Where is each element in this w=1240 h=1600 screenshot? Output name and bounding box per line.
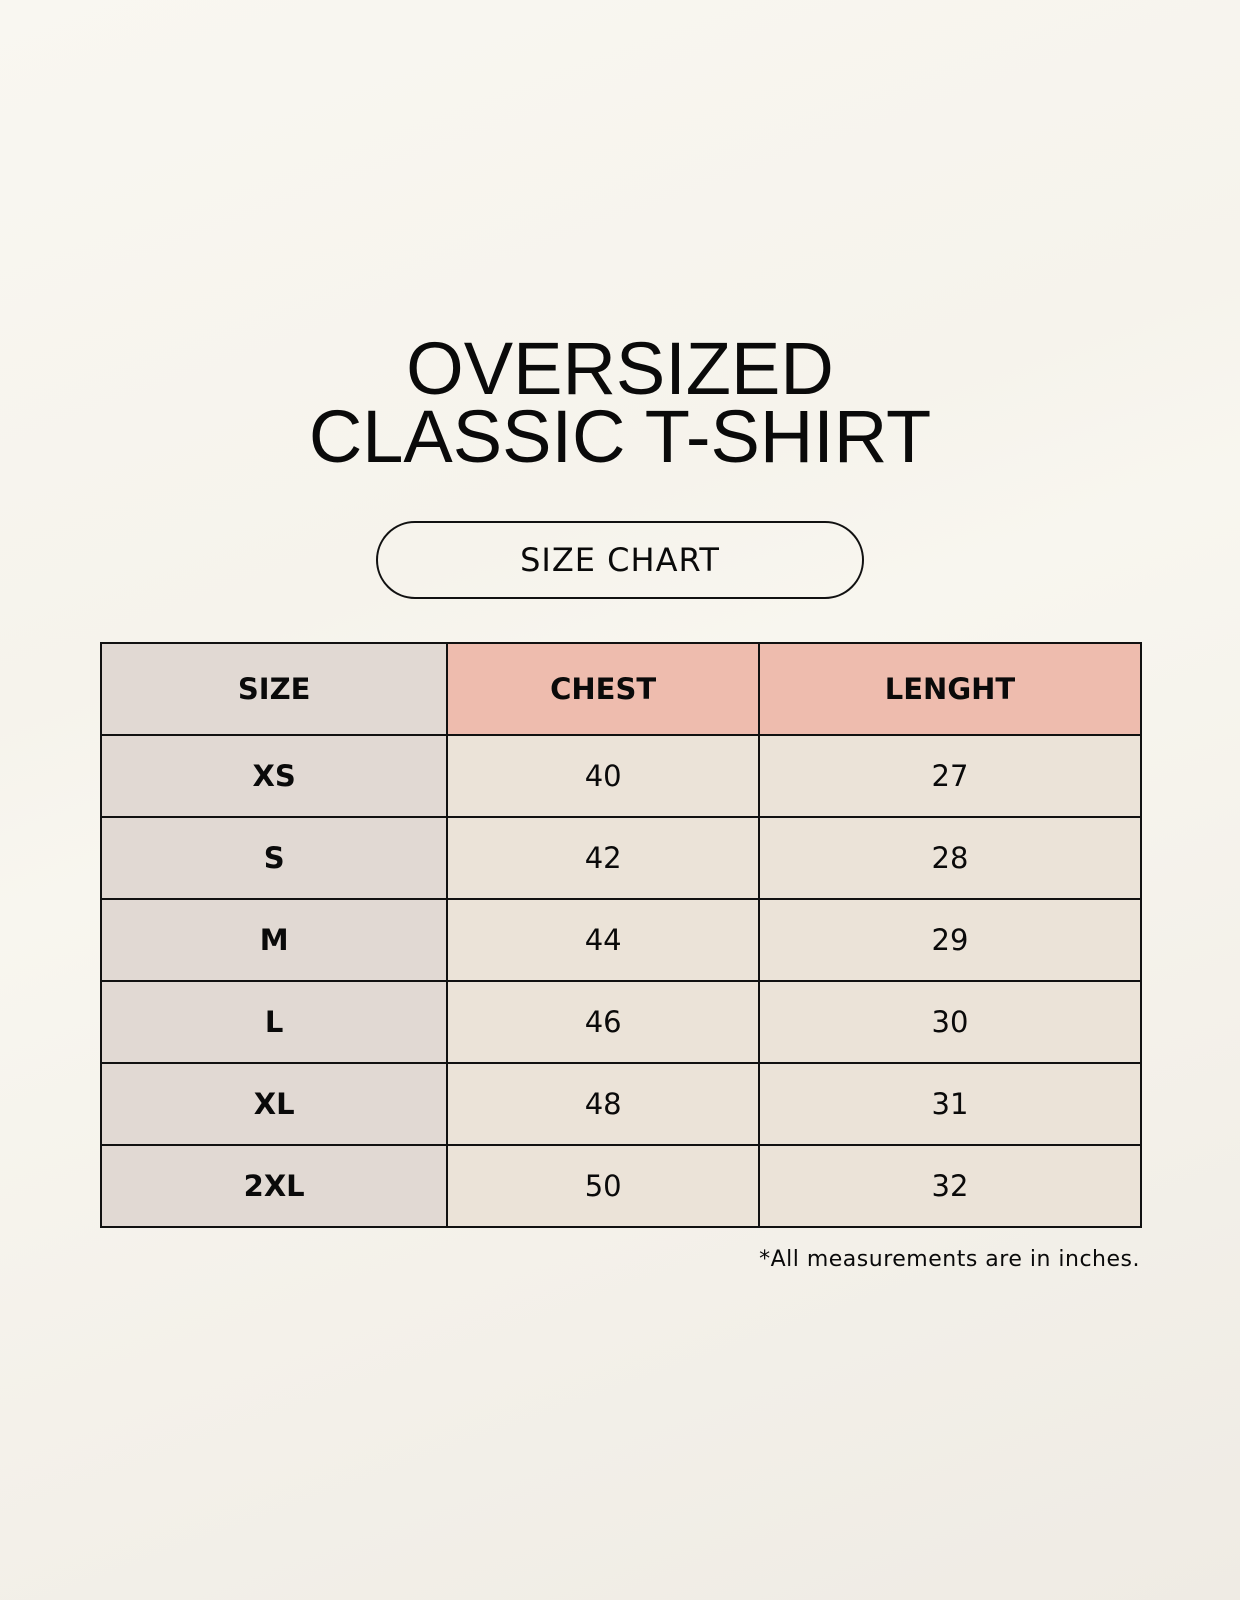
header-chest: CHEST [446,642,760,736]
title-line-1: OVERSIZED [406,327,834,410]
header-length: LENGHT [757,642,1143,736]
title-line-2: CLASSIC T-SHIRT [308,395,932,478]
table-row: 2XL 50 32 [99,1144,1143,1228]
cell-chest: 50 [446,1144,760,1228]
cell-chest: 44 [446,898,760,982]
cell-length: 31 [757,1062,1143,1146]
size-chart-badge: SIZE CHART [376,521,864,599]
cell-length: 32 [757,1144,1143,1228]
cell-size: XL [99,1062,449,1146]
table-row: XL 48 31 [99,1062,1143,1146]
table-row: M 44 29 [99,898,1143,982]
table-row: S 42 28 [99,816,1143,900]
cell-chest: 42 [446,816,760,900]
cell-size: 2XL [99,1144,449,1228]
table-header-row: SIZE CHEST LENGHT [99,642,1143,736]
cell-size: L [99,980,449,1064]
cell-length: 28 [757,816,1143,900]
page-title: OVERSIZED CLASSIC T-SHIRT [0,327,1240,478]
cell-length: 27 [757,734,1143,818]
table-row: L 46 30 [99,980,1143,1064]
cell-size: M [99,898,449,982]
cell-chest: 40 [446,734,760,818]
cell-length: 29 [757,898,1143,982]
cell-size: S [99,816,449,900]
cell-length: 30 [757,980,1143,1064]
cell-chest: 46 [446,980,760,1064]
size-table: SIZE CHEST LENGHT XS 40 27 S 42 28 M 44 29 L 46 30 X… [99,642,1143,1228]
table-row: XS 40 27 [99,734,1143,818]
header-size: SIZE [99,642,449,736]
footnote: *All measurements are in inches. [759,1247,1140,1272]
cell-size: XS [99,734,449,818]
cell-chest: 48 [446,1062,760,1146]
